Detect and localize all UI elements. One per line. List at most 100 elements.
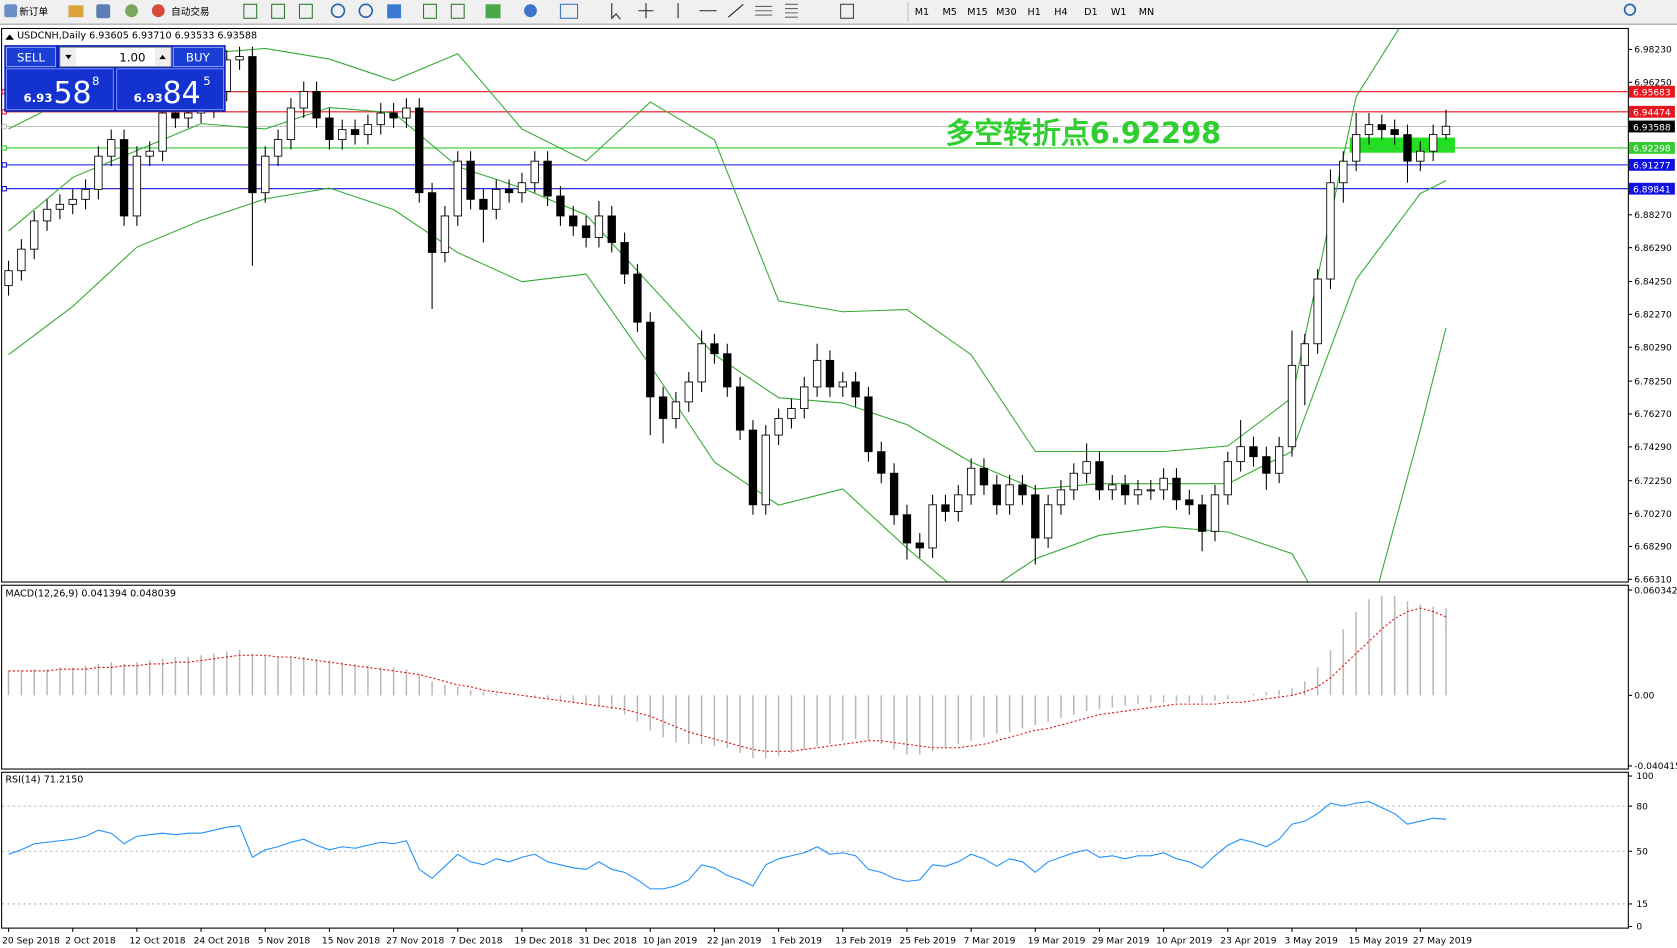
y-tick-label: 0.00 xyxy=(1634,692,1654,702)
collapse-arrow[interactable] xyxy=(5,34,14,40)
candle-body xyxy=(787,408,796,419)
icon[interactable] xyxy=(524,4,537,18)
icon[interactable] xyxy=(271,3,286,19)
icon[interactable] xyxy=(422,3,437,19)
candle-body xyxy=(1120,484,1130,496)
level-label: 6.92298 xyxy=(1633,145,1671,155)
candle-body xyxy=(479,198,488,210)
candle-body xyxy=(55,203,65,210)
search-icon[interactable] xyxy=(1623,3,1637,16)
lot-field[interactable] xyxy=(59,46,172,68)
sell-label[interactable]: SELL xyxy=(17,50,45,64)
candle-body xyxy=(1364,124,1374,136)
candle-body xyxy=(658,396,668,419)
level-handle xyxy=(1,186,7,192)
icon[interactable] xyxy=(298,3,313,19)
timeframe-button[interactable]: M15 xyxy=(967,7,988,18)
buy-label[interactable]: BUY xyxy=(186,50,211,64)
macd-title: MACD(12,26,9) 0.041394 0.048039 xyxy=(5,589,176,600)
timeframe-button[interactable]: H1 xyxy=(1028,7,1041,18)
candle-body xyxy=(350,129,360,136)
ask-pips[interactable]: 84 xyxy=(163,76,201,111)
sell-button[interactable] xyxy=(5,68,114,111)
candle-body xyxy=(748,429,758,506)
lot-value[interactable]: 1.00 xyxy=(119,50,145,64)
candle-body xyxy=(646,321,655,398)
icon[interactable] xyxy=(387,4,402,19)
icon[interactable] xyxy=(755,5,773,16)
icon[interactable] xyxy=(151,4,165,18)
icon[interactable] xyxy=(611,3,621,20)
candle-body xyxy=(132,155,142,217)
buy-tab[interactable] xyxy=(172,46,225,68)
bid-fraction[interactable]: 8 xyxy=(92,74,99,88)
icon[interactable] xyxy=(727,3,744,18)
icon[interactable] xyxy=(559,3,579,19)
buy-button[interactable] xyxy=(116,68,225,111)
icon[interactable] xyxy=(485,4,501,19)
candle-body xyxy=(954,494,963,512)
y-tick-label: 6.84250 xyxy=(1634,278,1672,288)
candle-body xyxy=(248,56,257,194)
candle-body xyxy=(1159,477,1168,491)
candle-body xyxy=(877,451,886,474)
timeframe-button[interactable]: D1 xyxy=(1084,7,1098,18)
icon[interactable] xyxy=(330,3,346,19)
level-label-bg xyxy=(1628,120,1675,133)
candle-body xyxy=(1133,489,1143,496)
timeframe-button[interactable]: W1 xyxy=(1111,7,1127,18)
candle-body xyxy=(107,139,116,157)
bid-pips[interactable]: 58 xyxy=(53,76,91,111)
candle-body xyxy=(299,91,308,109)
candle-body xyxy=(594,215,604,238)
candle-body xyxy=(1223,461,1232,496)
candle-body xyxy=(402,107,411,119)
icon[interactable] xyxy=(638,3,654,19)
icon[interactable] xyxy=(450,3,465,19)
trade-panel: SELL 1.00 BUY 6.93 58 8 6.93 84 5 xyxy=(4,45,226,112)
candle-body xyxy=(17,248,26,272)
timeframe-button[interactable]: M1 xyxy=(915,7,929,18)
bid-big[interactable]: 6.93 xyxy=(24,91,53,105)
x-tick-label: 10 Apr 2019 xyxy=(1156,937,1212,947)
sell-tab[interactable] xyxy=(5,46,57,68)
icon[interactable] xyxy=(125,4,138,18)
timeframe-button[interactable]: M30 xyxy=(996,7,1017,18)
candle-body xyxy=(440,215,450,253)
candle-body xyxy=(838,381,847,388)
x-tick-label: 2 Oct 2018 xyxy=(65,937,116,947)
icon[interactable] xyxy=(840,3,855,19)
level-label-bg xyxy=(1628,142,1675,154)
icon[interactable] xyxy=(785,3,798,18)
x-tick-label: 3 May 2019 xyxy=(1284,937,1338,947)
icon[interactable] xyxy=(358,3,373,19)
ask-fraction[interactable]: 5 xyxy=(203,74,210,88)
candle-body xyxy=(504,188,514,194)
timeframe-button[interactable]: MN xyxy=(1139,7,1154,18)
axes: 6.956836.944746.935886.922986.912776.898… xyxy=(1,46,1677,947)
new-order[interactable]: 新订单 xyxy=(19,6,48,18)
y-tick-label: 80 xyxy=(1636,802,1648,812)
candle-body xyxy=(825,359,835,388)
auto-trade[interactable]: 自动交易 xyxy=(171,6,209,18)
icon[interactable] xyxy=(4,4,18,18)
icon[interactable] xyxy=(68,5,84,18)
candle-body xyxy=(1108,484,1117,491)
x-tick-label: 15 May 2019 xyxy=(1349,937,1408,947)
timeframe-button[interactable]: H4 xyxy=(1054,7,1067,18)
y-tick-label: 6.72250 xyxy=(1634,477,1672,487)
y-tick-label: 6.80290 xyxy=(1634,343,1672,353)
y-tick-label: 6.98230 xyxy=(1634,46,1672,56)
timeframe-button[interactable]: M5 xyxy=(943,7,957,18)
rsi-title: RSI(14) 71.2150 xyxy=(5,774,83,785)
candle-body xyxy=(1416,150,1425,162)
candle-body xyxy=(338,129,347,141)
candle-body xyxy=(1146,489,1155,492)
candle-body xyxy=(30,220,39,250)
candle-body xyxy=(723,353,732,388)
ask-big[interactable]: 6.93 xyxy=(134,91,163,105)
icon[interactable] xyxy=(243,3,258,19)
candle-body xyxy=(620,242,629,275)
candle-body xyxy=(1377,124,1386,131)
icon[interactable] xyxy=(96,4,111,19)
